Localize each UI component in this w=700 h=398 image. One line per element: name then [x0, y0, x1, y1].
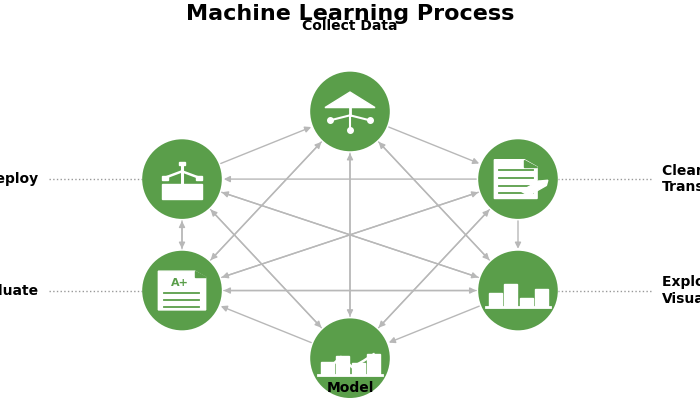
Bar: [162, 184, 202, 199]
Ellipse shape: [310, 318, 390, 398]
Text: Evaluate: Evaluate: [0, 283, 38, 298]
Ellipse shape: [142, 251, 222, 330]
Polygon shape: [521, 181, 547, 195]
Polygon shape: [325, 92, 375, 107]
Bar: [520, 298, 533, 307]
Polygon shape: [195, 271, 206, 277]
Ellipse shape: [478, 139, 558, 219]
Polygon shape: [158, 271, 206, 310]
Bar: [504, 284, 517, 307]
Bar: [321, 362, 334, 375]
Ellipse shape: [478, 251, 558, 330]
Text: Model: Model: [326, 381, 374, 395]
Text: Clean /
Transform: Clean / Transform: [662, 164, 700, 194]
Polygon shape: [539, 180, 548, 185]
Polygon shape: [494, 160, 537, 199]
Bar: [162, 176, 168, 179]
Ellipse shape: [142, 139, 222, 219]
Bar: [196, 176, 202, 179]
Bar: [336, 356, 349, 375]
Bar: [352, 363, 365, 375]
Bar: [178, 162, 186, 166]
Polygon shape: [524, 160, 537, 167]
Text: A+: A+: [171, 278, 189, 288]
Text: Explore /
Visualize: Explore / Visualize: [662, 275, 700, 306]
Text: Machine Learning Process: Machine Learning Process: [186, 4, 514, 24]
Text: Collect Data: Collect Data: [302, 19, 398, 33]
Ellipse shape: [310, 72, 390, 151]
Bar: [368, 354, 380, 375]
Bar: [489, 293, 502, 307]
Bar: [536, 289, 548, 307]
Text: Deploy: Deploy: [0, 172, 38, 186]
